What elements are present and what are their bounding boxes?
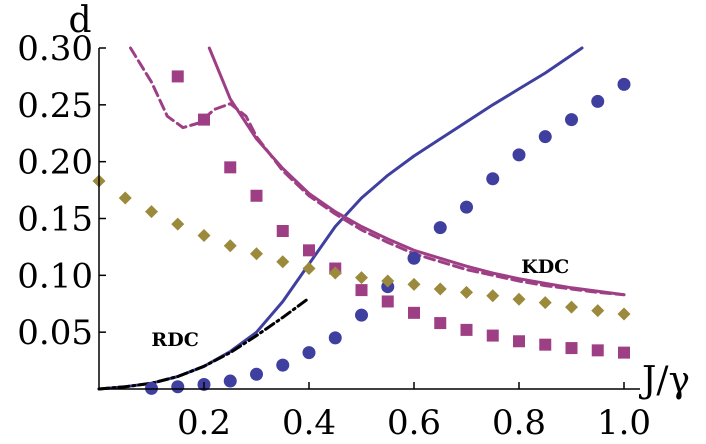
circle-point <box>250 367 263 381</box>
annotation-kdc: KDC <box>521 256 569 278</box>
x-tick-label: 0.6 <box>387 403 441 443</box>
square-point <box>565 342 578 355</box>
x-tick-label: 1.0 <box>597 403 651 443</box>
x-tick-label: 0.2 <box>177 403 231 443</box>
markers-layer <box>92 70 631 395</box>
diamond-point <box>197 229 211 243</box>
diamond-point <box>381 274 395 288</box>
circle-point <box>302 346 316 360</box>
diamond-point <box>355 271 368 285</box>
circle-point <box>407 251 421 265</box>
x-tick-label: 0.4 <box>282 403 336 443</box>
y-tick-label: 0.10 <box>17 256 93 296</box>
circle-point <box>171 380 185 394</box>
square-point <box>198 113 210 126</box>
y-tick-label: 0.20 <box>17 143 93 183</box>
diamond-point <box>512 292 526 306</box>
square-point <box>381 295 394 308</box>
series-2-solid-line <box>207 46 626 297</box>
square-point <box>276 225 289 238</box>
annotation-rdc: RDC <box>151 329 198 351</box>
circle-point <box>538 130 552 144</box>
diamond-point <box>276 255 290 269</box>
square-point <box>408 306 420 319</box>
square-point <box>513 335 525 348</box>
square-point <box>618 346 630 359</box>
circle-point <box>565 113 578 127</box>
square-point <box>171 70 184 83</box>
diamond-point <box>486 289 500 303</box>
circle-point <box>512 148 526 162</box>
diamond-point <box>433 282 447 296</box>
circle-point <box>433 221 447 235</box>
square-point <box>355 284 368 297</box>
series-1-dashdot-line <box>97 296 311 391</box>
circle-point <box>276 358 290 372</box>
square-point <box>434 317 447 330</box>
diamond-point <box>617 307 631 321</box>
x-axis-label: J/γ <box>638 360 690 401</box>
ticks-layer: 0.2 0.4 0.6 0.8 1.0 0.05 0.10 0.15 0.20 0.25 0.30 <box>17 29 651 443</box>
x-tick-label: 0.8 <box>492 403 546 443</box>
y-tick-label: 0.25 <box>17 86 93 126</box>
circle-point <box>617 77 631 91</box>
diamond-point <box>118 191 132 205</box>
y-tick-label: 0.15 <box>17 200 93 240</box>
diamond-point <box>223 239 237 253</box>
square-point <box>250 189 263 202</box>
square-point <box>224 161 237 174</box>
circle-point <box>591 94 605 108</box>
diamond-point <box>460 285 473 299</box>
diamond-point <box>538 296 552 310</box>
diamond-point <box>250 247 263 261</box>
circle-point <box>355 308 368 322</box>
diamond-point <box>565 300 578 314</box>
curves-layer <box>97 46 626 391</box>
circle-point <box>460 200 473 214</box>
diamond-point <box>407 277 421 291</box>
diamond-point <box>591 304 605 318</box>
y-tick-label: 0.05 <box>17 313 93 353</box>
square-point <box>539 338 552 351</box>
circle-point <box>486 172 500 186</box>
y-axis-label: d <box>68 0 91 41</box>
square-point <box>460 323 473 336</box>
circle-point <box>223 374 237 388</box>
diamond-point <box>302 262 316 276</box>
series-3-dashed-line <box>129 46 626 297</box>
circle-point <box>328 331 342 345</box>
diamond-point <box>145 205 158 219</box>
diamond-point <box>328 266 342 280</box>
square-point <box>486 329 499 342</box>
diamond-point <box>171 217 185 231</box>
y-tick-label: 0.30 <box>17 29 93 69</box>
annotations-layer: KDC RDC <box>151 256 569 351</box>
square-point <box>591 344 604 357</box>
square-point <box>303 244 315 257</box>
